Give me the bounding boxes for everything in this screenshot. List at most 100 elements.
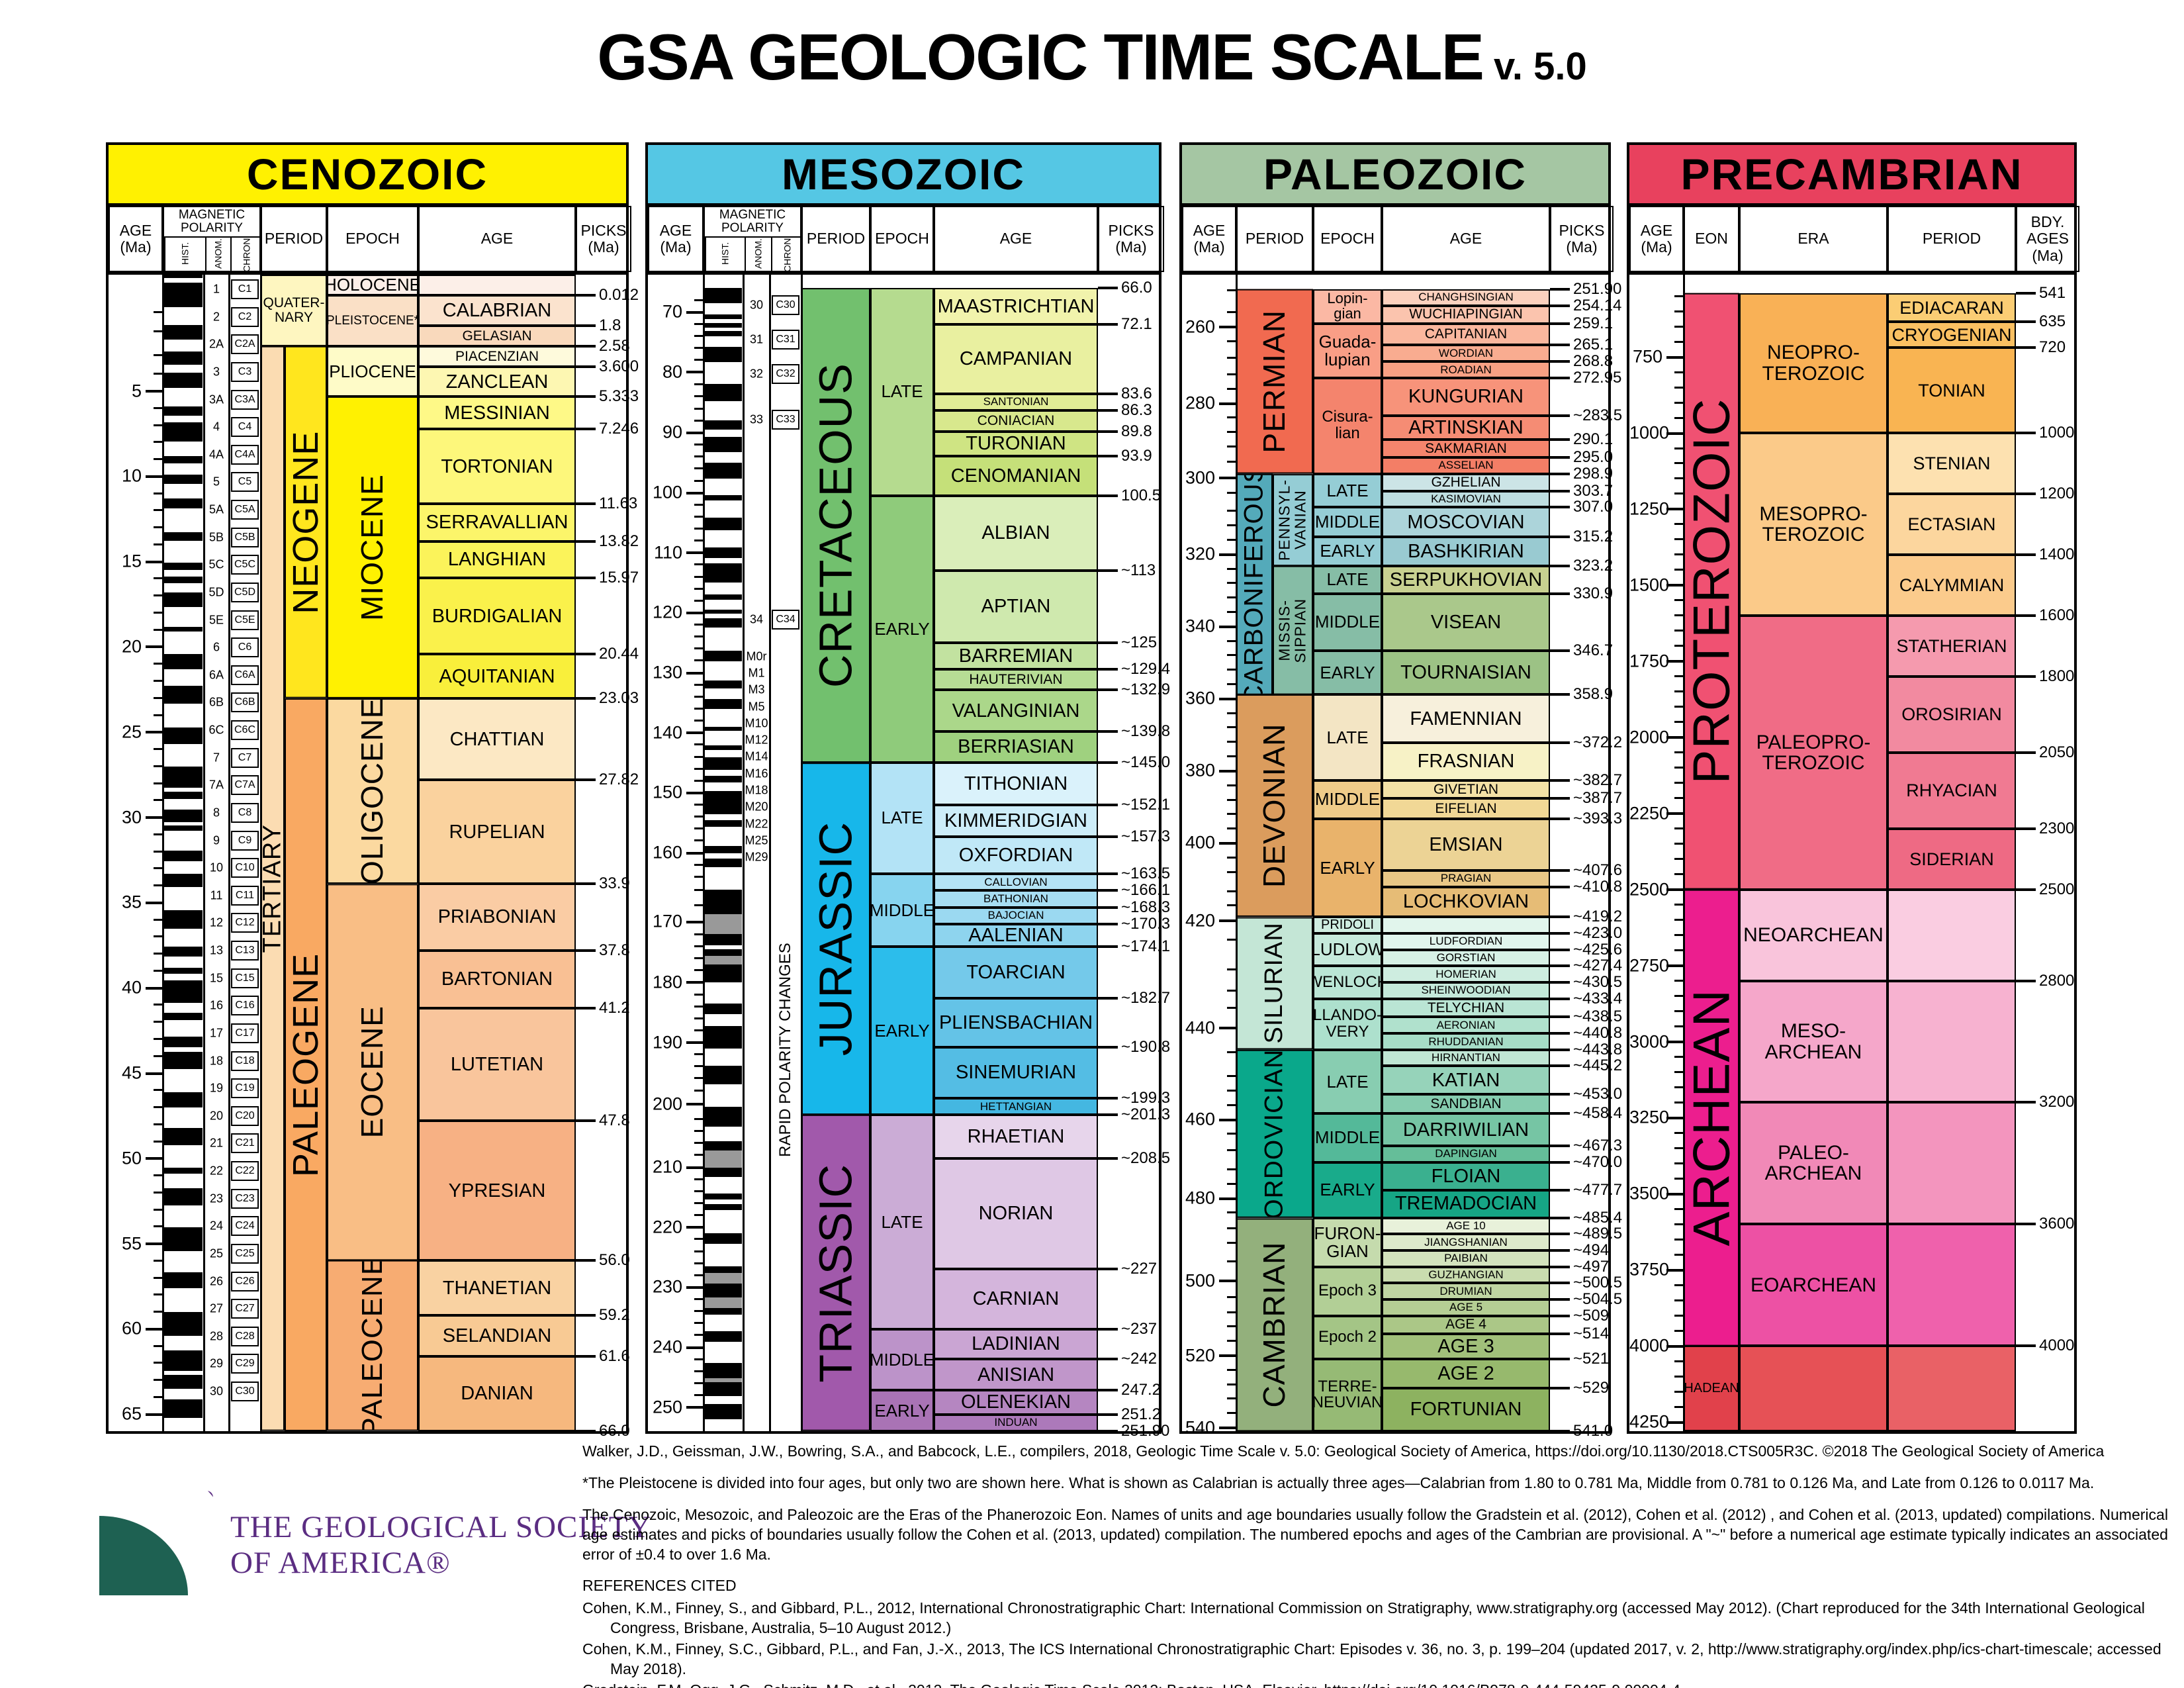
polarity-segment	[164, 607, 203, 627]
polarity-segment	[164, 474, 203, 485]
axis-tick-major	[1666, 584, 1684, 587]
epoch-furon-gian: FURON- GIAN	[1313, 1217, 1382, 1267]
axis-tick-major	[686, 491, 704, 494]
period	[1888, 1346, 2016, 1431]
axis-tick-minor	[694, 1310, 704, 1313]
pick-leader-line	[576, 502, 596, 506]
polarity-segment	[164, 1013, 203, 1021]
pick-label-251-90: 251.90	[1550, 280, 1621, 299]
polarity-segment	[705, 782, 742, 792]
axis-tick-minor	[694, 876, 704, 878]
pick-value: 1200	[2039, 484, 2075, 502]
polarity-segment	[164, 831, 203, 851]
axis-tick-major	[1219, 477, 1236, 480]
axis-tick-minor	[1674, 310, 1684, 312]
column-subheader: AGE (Ma) PERIOD EPOCH AGE PICKS (Ma)	[1179, 206, 1614, 272]
column-header-age-ma: AGE (Ma)	[648, 206, 704, 272]
age-band	[418, 275, 576, 296]
pick-value: 93.9	[1121, 446, 1152, 465]
anomaly-label-15: 15	[209, 971, 224, 985]
axis-tick-minor	[694, 1178, 704, 1180]
axis-tick-minor	[154, 330, 163, 332]
axis-tick-minor	[694, 395, 704, 397]
polarity-segment	[164, 974, 203, 980]
axis-tick-minor	[694, 1053, 704, 1056]
pick-label-251-2: 251.2	[1098, 1405, 1161, 1424]
eon-archean: ARCHEAN	[1684, 889, 1739, 1346]
pick-label-485-4: ~485.4	[1550, 1209, 1622, 1227]
anomaly-label-29: 29	[209, 1356, 224, 1370]
pick-label-635: 635	[2016, 312, 2066, 331]
age-band-moscovian: MOSCOVIAN	[1382, 507, 1550, 538]
pick-label-59-2: 59.2	[576, 1306, 630, 1325]
pick-value: 11.63	[599, 494, 638, 513]
epoch-wenlock: WENLOCK	[1313, 966, 1382, 999]
anomaly-label-m22: M22	[745, 817, 768, 831]
pick-leader-line	[1098, 1430, 1118, 1432]
pick-value: 346.7	[1573, 641, 1614, 659]
axis-label-55: 55	[121, 1233, 142, 1254]
polarity-segment	[164, 1205, 203, 1228]
chron-label-c32: C32	[772, 363, 799, 384]
axis-tick-minor	[694, 827, 704, 830]
axis-tick-minor	[1227, 311, 1236, 314]
axis-tick-major	[146, 1243, 163, 1246]
pick-value: 37.8	[599, 941, 630, 959]
chron-label-c30: C30	[772, 295, 799, 315]
pick-value: ~529	[1573, 1378, 1610, 1397]
axis-tick-minor	[1674, 1253, 1684, 1256]
note-eras: The Cenozoic, Mesozoic, and Paleozoic ar…	[582, 1505, 2168, 1563]
pick-value: 307.0	[1573, 498, 1614, 516]
age-band-ypresian: YPRESIAN	[418, 1121, 576, 1261]
axis-tick-minor	[694, 539, 704, 542]
axis-tick-minor	[694, 743, 704, 746]
pick-leader-line	[1098, 922, 1118, 925]
pick-label-208-5: ~208.5	[1098, 1149, 1170, 1168]
rapid-polarity-changes-note: RAPID POLARITY CHANGES	[776, 942, 794, 1157]
anomaly-label-3a: 3A	[208, 393, 224, 406]
epoch-eocene: EOCENE	[327, 884, 418, 1261]
pick-label-174-1: ~174.1	[1098, 937, 1170, 956]
axis-tick-minor	[1674, 1360, 1684, 1362]
pick-value: ~425.6	[1573, 940, 1623, 959]
polarity-segment	[705, 982, 742, 1004]
axis-tick-minor	[154, 1123, 163, 1125]
polarity-segment	[164, 1188, 203, 1205]
pick-value: ~174.1	[1121, 937, 1171, 956]
pick-leader-line	[1098, 323, 1118, 326]
axis-tick-minor	[154, 1191, 163, 1194]
chron-label-c3a: C3A	[231, 389, 259, 410]
anomaly-label-5: 5	[212, 475, 220, 489]
column-divider	[742, 275, 745, 1431]
pick-leader-line	[1550, 288, 1570, 291]
polarity-segment	[705, 420, 742, 430]
axis-tick-major	[146, 390, 163, 393]
axis-tick-minor	[694, 804, 704, 806]
pick-leader-line	[576, 294, 596, 297]
axis-tick-minor	[694, 407, 704, 410]
pick-leader-line	[1098, 392, 1118, 395]
polarity-segment	[164, 821, 203, 826]
axis-tick-minor	[1674, 1177, 1684, 1180]
axis-tick-minor	[154, 441, 163, 444]
pick-value: 2300	[2039, 819, 2075, 837]
axis-tick-major	[686, 1286, 704, 1289]
column-header-age-ma: AGE (Ma)	[1629, 206, 1684, 272]
pick-value: 15.97	[599, 569, 639, 587]
axis-label-110: 110	[653, 542, 682, 563]
anomaly-label-6b: 6B	[208, 695, 224, 709]
epoch-terre-neuvian: TERRE- NEUVIAN	[1313, 1358, 1382, 1431]
axis-tick-minor	[1674, 706, 1684, 708]
gsa-logo-icon	[60, 1464, 232, 1636]
pick-leader-line	[2016, 979, 2036, 982]
polarity-segment	[705, 614, 742, 619]
axis-label-3250: 3250	[1629, 1107, 1670, 1127]
polarity-segment	[164, 275, 203, 279]
polarity-segment	[164, 1145, 203, 1168]
pick-leader-line	[576, 949, 596, 952]
polarity-segment	[164, 532, 203, 541]
epoch-early: EARLY	[1313, 818, 1382, 917]
pick-label-443-8: ~443.8	[1550, 1041, 1622, 1059]
axis-tick-minor	[154, 714, 163, 716]
column-header-magnetic-polarity: MAGNETIC POLARITY HIST. ANOM. CHRON.	[704, 206, 803, 272]
